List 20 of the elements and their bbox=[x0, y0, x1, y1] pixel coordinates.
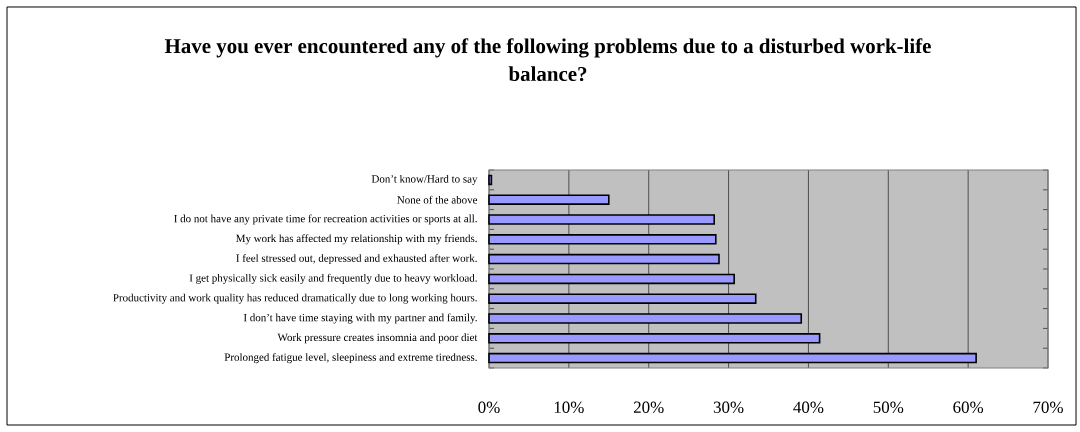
y-tick-label: Don’t know/Hard to say bbox=[371, 174, 478, 185]
x-tick-label: 70% bbox=[1033, 401, 1063, 414]
x-tick-label: 30% bbox=[713, 401, 744, 414]
x-tick-label: 50% bbox=[873, 401, 904, 414]
bar bbox=[488, 174, 493, 186]
x-tick-label: 20% bbox=[633, 401, 664, 414]
y-tick-label: I do not have any private time for recreation activities or sports at all. bbox=[174, 214, 477, 225]
y-tick-label: Productivity and work quality has reduced dramatically due to long working hours. bbox=[113, 293, 477, 304]
chart-title: Have you ever encountered any of the following problems due to a disturbed work-life balance? bbox=[164, 38, 931, 82]
y-tick-label: I get physically sick easily and frequently due to heavy workload. bbox=[189, 273, 477, 284]
y-tick-label: My work has affected my relationship with my friends. bbox=[236, 234, 477, 245]
y-tick-label: I don’t have time staying with my partner and family. bbox=[243, 313, 477, 324]
x-tick-label: 60% bbox=[953, 401, 984, 414]
x-tick-label: 40% bbox=[793, 401, 824, 414]
x-tick-label: 10% bbox=[554, 401, 584, 414]
y-tick-label: Prolonged fatigue level, sleepiness and extreme tiredness. bbox=[224, 353, 477, 364]
y-tick-label: Work pressure creates insomnia and poor diet bbox=[277, 333, 478, 344]
y-tick-label: I feel stressed out, depressed and exhausted after work. bbox=[236, 254, 477, 265]
x-tick-label: 0% bbox=[478, 401, 500, 414]
y-tick-label: None of the above bbox=[397, 195, 478, 204]
